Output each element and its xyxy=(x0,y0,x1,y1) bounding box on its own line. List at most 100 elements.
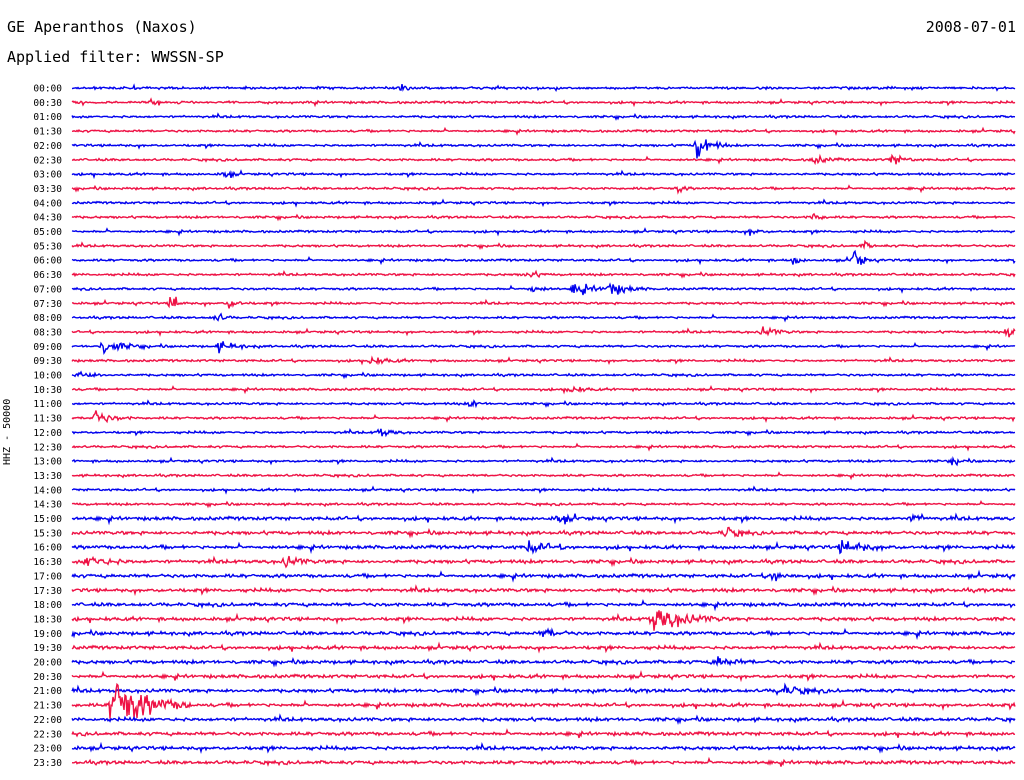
trace-label: 01:30 xyxy=(33,127,62,138)
trace-line xyxy=(71,512,1016,526)
trace-line xyxy=(71,198,1016,208)
trace-label: 23:30 xyxy=(33,758,62,769)
trace-line xyxy=(71,239,1016,251)
trace-label: 20:30 xyxy=(33,672,62,683)
trace-line xyxy=(71,326,1016,338)
trace-label: 22:30 xyxy=(33,729,62,740)
trace-label: 14:00 xyxy=(33,485,62,496)
trace-line xyxy=(71,670,1016,683)
trace-line xyxy=(71,682,1016,719)
trace-line xyxy=(71,598,1016,612)
trace-label: 21:30 xyxy=(33,701,62,712)
trace-label: 12:30 xyxy=(33,442,62,453)
trace-label: 07:30 xyxy=(33,299,62,310)
trace-label: 22:00 xyxy=(33,715,62,726)
trace-line xyxy=(71,312,1016,323)
traces xyxy=(71,83,1016,767)
trace-label: 07:00 xyxy=(33,284,62,295)
trace-line xyxy=(71,728,1016,739)
trace-line xyxy=(71,282,1016,296)
trace-line xyxy=(71,249,1016,266)
trace-line xyxy=(71,296,1016,309)
trace-label: 10:30 xyxy=(33,385,62,396)
trace-label: 04:30 xyxy=(33,213,62,224)
trace-label: 00:30 xyxy=(33,98,62,109)
trace-label: 13:00 xyxy=(33,457,62,468)
station-title: GE Aperanthos (Naxos) xyxy=(7,18,197,36)
trace-label: 05:00 xyxy=(33,227,62,238)
trace-label: 03:30 xyxy=(33,184,62,195)
trace-label: 09:00 xyxy=(33,342,62,353)
trace-line xyxy=(71,153,1016,166)
trace-line xyxy=(71,682,1016,697)
trace-line xyxy=(71,741,1016,754)
trace-line xyxy=(71,112,1016,121)
trace-line xyxy=(71,384,1016,395)
trace-label: 12:00 xyxy=(33,428,62,439)
trace-label: 18:30 xyxy=(33,614,62,625)
trace-line xyxy=(71,555,1016,569)
trace-label: 10:00 xyxy=(33,371,62,382)
trace-line xyxy=(71,139,1016,159)
trace-label: 00:00 xyxy=(33,84,62,95)
trace-line xyxy=(71,526,1016,539)
trace-label: 06:30 xyxy=(33,270,62,281)
trace-line xyxy=(71,610,1016,631)
trace-label: 13:30 xyxy=(33,471,62,482)
trace-labels: 00:00 00:30 01:00 01:30 02:00 02:30 03:00 03:30… xyxy=(33,84,62,769)
trace-label: 18:00 xyxy=(33,600,62,611)
trace-label: 03:00 xyxy=(33,170,62,181)
trace-label: 08:00 xyxy=(33,313,62,324)
trace-line xyxy=(71,713,1016,726)
trace-label: 02:00 xyxy=(33,141,62,152)
trace-label: 17:30 xyxy=(33,586,62,597)
trace-line xyxy=(71,756,1016,767)
trace-label: 15:00 xyxy=(33,514,62,525)
trace-line xyxy=(71,83,1016,93)
trace-line xyxy=(71,355,1016,366)
trace-line xyxy=(71,442,1016,452)
trace-line xyxy=(71,641,1016,654)
trace-line xyxy=(71,227,1016,237)
trace-label: 16:00 xyxy=(33,543,62,554)
trace-label: 06:00 xyxy=(33,256,62,267)
trace-label: 14:30 xyxy=(33,500,62,511)
trace-line xyxy=(71,269,1016,279)
trace-label: 15:30 xyxy=(33,528,62,539)
trace-line xyxy=(71,427,1016,438)
trace-line xyxy=(71,370,1016,380)
trace-label: 19:30 xyxy=(33,643,62,654)
trace-line xyxy=(71,584,1016,597)
trace-line xyxy=(71,126,1016,136)
trace-line xyxy=(71,169,1016,180)
trace-line xyxy=(71,410,1016,424)
trace-label: 16:30 xyxy=(33,557,62,568)
trace-line xyxy=(71,97,1016,108)
trace-label: 21:00 xyxy=(33,686,62,697)
trace-label: 11:30 xyxy=(33,414,62,425)
trace-label: 23:00 xyxy=(33,744,62,755)
trace-line xyxy=(71,399,1016,409)
trace-line xyxy=(71,656,1016,668)
trace-line xyxy=(71,499,1016,509)
trace-line xyxy=(71,456,1016,467)
trace-label: 05:30 xyxy=(33,241,62,252)
trace-line xyxy=(71,212,1016,222)
trace-label: 08:30 xyxy=(33,327,62,338)
trace-label: 20:00 xyxy=(33,658,62,669)
trace-label: 02:30 xyxy=(33,155,62,166)
trace-line xyxy=(71,569,1016,583)
trace-line xyxy=(71,539,1016,555)
trace-label: 19:00 xyxy=(33,629,62,640)
filter-label: Applied filter: WWSSN-SP xyxy=(7,48,224,66)
trace-line xyxy=(71,184,1016,195)
trace-line xyxy=(71,485,1016,495)
trace-line xyxy=(71,471,1016,481)
trace-label: 04:00 xyxy=(33,198,62,209)
trace-line xyxy=(71,341,1016,355)
trace-label: 17:00 xyxy=(33,571,62,582)
date-label: 2008-07-01 xyxy=(925,18,1016,36)
trace-line xyxy=(71,627,1016,641)
trace-label: 09:30 xyxy=(33,356,62,367)
